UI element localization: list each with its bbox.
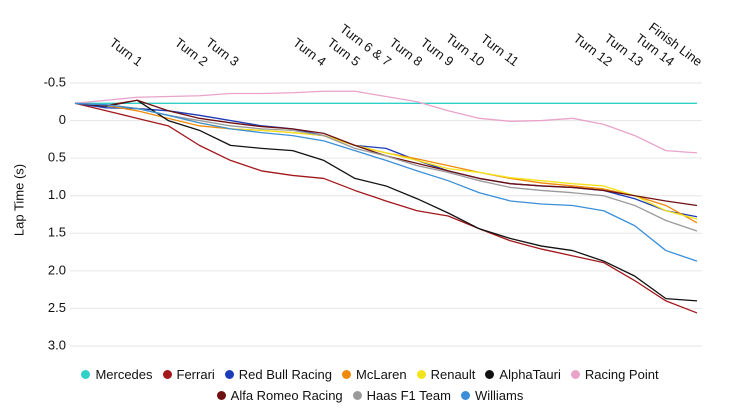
legend-label: AlphaTauri — [499, 367, 561, 382]
legend-item: Red Bull Racing — [224, 366, 333, 383]
y-tick-label: 2.0 — [48, 262, 66, 277]
legend-item: Williams — [460, 387, 524, 404]
legend-swatch — [352, 391, 362, 400]
y-tick-label: 3.0 — [48, 337, 66, 352]
legend-swatch — [224, 370, 234, 379]
x-tick-label: Turn 4 — [290, 35, 329, 69]
legend-item: AlphaTauri — [485, 366, 561, 383]
series-line — [74, 102, 698, 262]
legend-label: Racing Point — [584, 367, 659, 382]
legend-item: McLaren — [342, 366, 407, 383]
legend-swatch — [81, 370, 91, 379]
series-line — [74, 102, 698, 314]
legend-label: Mercedes — [95, 367, 153, 382]
y-axis-label: Lap Time (s) — [11, 164, 26, 236]
x-tick: Turn 2 — [172, 35, 211, 69]
legend-label: Red Bull Racing — [238, 367, 333, 382]
y-tick-label: 1.0 — [48, 187, 66, 202]
legend-item: Mercedes — [81, 366, 153, 383]
legend-item: Alfa Romeo Racing — [216, 387, 343, 404]
legend-label: Ferrari — [176, 367, 215, 382]
legend-item: Racing Point — [570, 366, 659, 383]
x-tick: Turn 4 — [290, 35, 329, 69]
legend-label: McLaren — [356, 367, 407, 382]
legend-swatch — [216, 391, 226, 400]
legend-label: Williams — [474, 388, 524, 403]
legend-swatch — [570, 370, 580, 379]
y-tick-label: 2.5 — [48, 300, 66, 315]
legend-swatch — [485, 370, 495, 379]
legend-label: Haas F1 Team — [366, 388, 451, 403]
legend-swatch — [460, 391, 470, 400]
y-tick-label: 0 — [59, 112, 66, 127]
series-line — [74, 99, 698, 302]
legend-label: Renault — [430, 367, 476, 382]
x-tick: Turn 8 — [387, 35, 426, 69]
legend: Mercedes Ferrari Red Bull Racing McLaren Ren… — [40, 366, 700, 404]
x-tick-label: Turn 8 — [387, 35, 426, 69]
legend-swatch — [162, 370, 172, 379]
x-tick-label: Turn 2 — [172, 35, 211, 69]
y-tick-label: 1.5 — [48, 225, 66, 240]
legend-swatch — [416, 370, 426, 379]
series-line — [74, 90, 698, 154]
x-tick: Turn 1 — [107, 35, 146, 69]
x-tick-label: Turn 3 — [203, 35, 242, 69]
x-tick: Turn 11 — [478, 31, 522, 69]
legend-item: Renault — [416, 366, 476, 383]
series-line — [74, 102, 698, 232]
x-tick: Turn 3 — [203, 35, 242, 69]
legend-label: Alfa Romeo Racing — [230, 388, 343, 403]
y-tick-label: -0.5 — [44, 74, 66, 89]
x-tick-label: Turn 1 — [107, 35, 146, 69]
legend-swatch — [342, 370, 352, 379]
y-tick-label: 0.5 — [48, 150, 66, 165]
legend-item: Ferrari — [162, 366, 215, 383]
x-tick-label: Turn 11 — [478, 31, 522, 69]
legend-item: Haas F1 Team — [352, 387, 451, 404]
